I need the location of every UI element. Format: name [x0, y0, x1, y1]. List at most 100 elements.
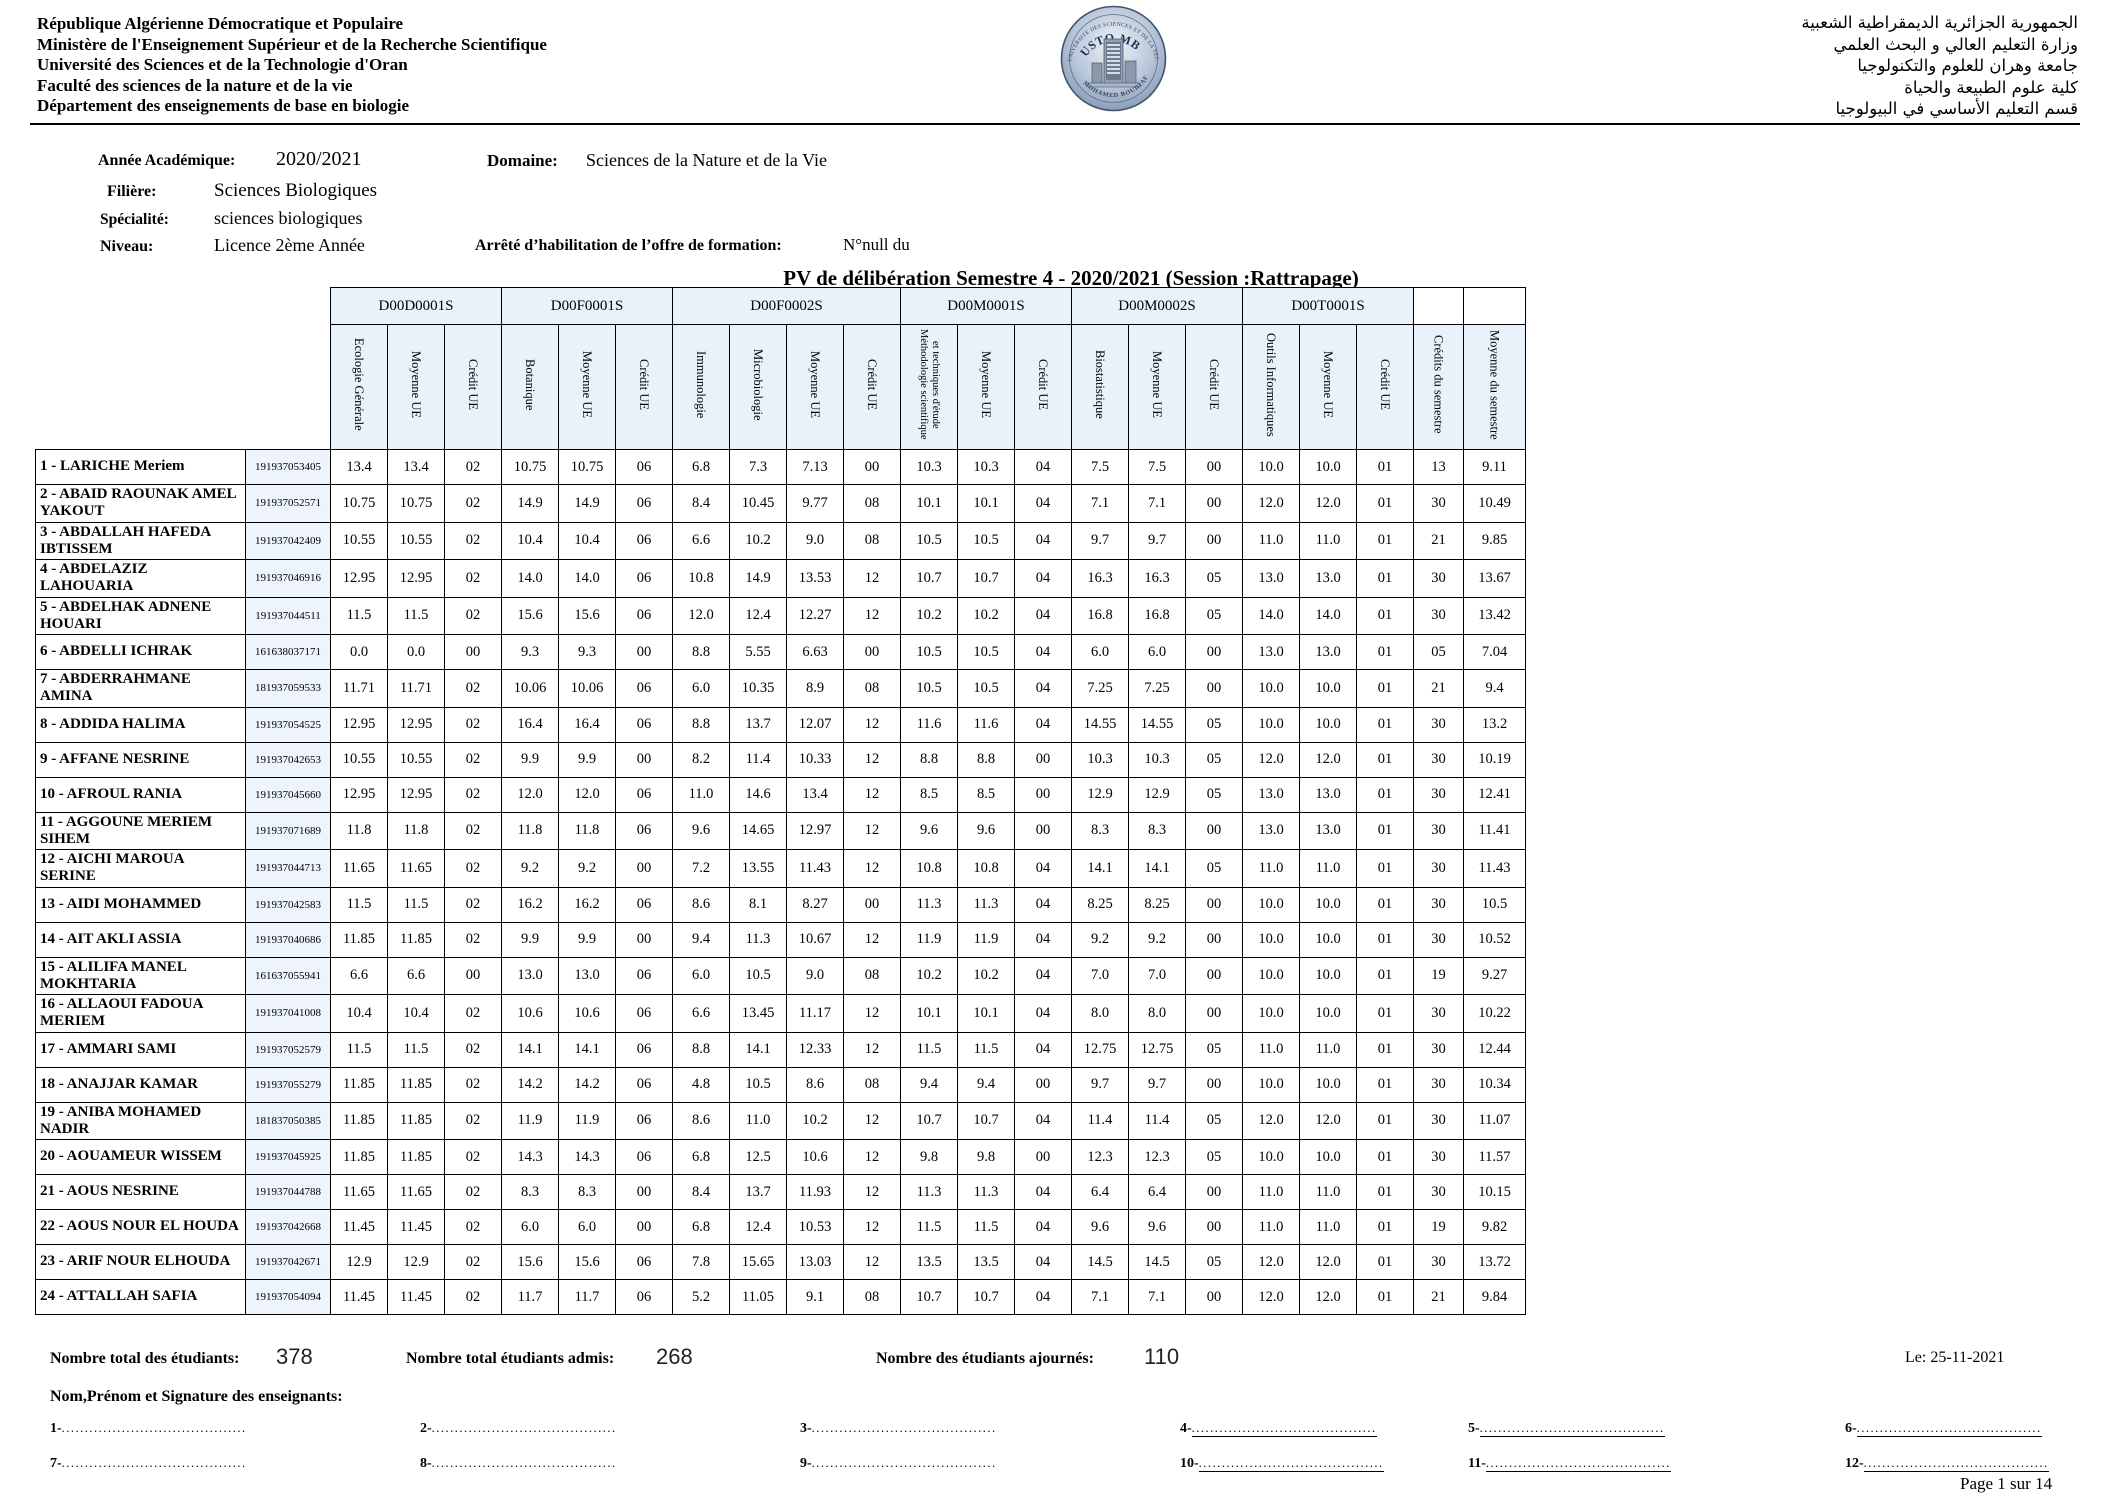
grade-cell: 9.6 [672, 811, 730, 850]
grade-cell: 01 [1356, 669, 1414, 708]
grade-cell: 00 [615, 741, 673, 778]
grade-cell: 11.9 [957, 921, 1015, 958]
ue-group-row: D00D0001S D00F0001S D00F0002S D00M0001S D00M… [35, 287, 1526, 450]
grade-cell: 10.8 [900, 849, 958, 888]
ue-group-header [1463, 287, 1526, 325]
grade-cell: 00 [1014, 1139, 1072, 1175]
grade-cell: 14.6 [729, 776, 787, 813]
grade-cell: 01 [1356, 634, 1414, 670]
institution-line-ar: قسم التعليم الأساسي في البيولوجيا [1835, 99, 2078, 118]
grade-cell: 16.4 [501, 706, 559, 743]
column-header: Ecologie Générale [330, 324, 388, 450]
grade-cell: 12.75 [1071, 1031, 1129, 1068]
grade-cell: 04 [1014, 1174, 1072, 1210]
grade-cell: 05 [1185, 1244, 1243, 1280]
header-divider [30, 123, 2080, 125]
grade-cell: 00 [1185, 921, 1243, 958]
grade-cell: 10.0 [1242, 886, 1300, 923]
grade-cell: 8.2 [672, 741, 730, 778]
column-header: Méthodologie scientifique et techniques … [900, 324, 958, 450]
signature-dots: ........................................ [1863, 1456, 2049, 1472]
grade-cell: 04 [1014, 921, 1072, 958]
grade-cell: 12.33 [786, 1031, 844, 1068]
grade-cell: 11.7 [558, 1279, 616, 1315]
student-row: 3 - ABDALLAH HAFEDA IBTISSEM 191937042409… [35, 521, 1526, 560]
grade-cell: 02 [444, 1031, 502, 1068]
grade-cell: 8.8 [672, 706, 730, 743]
signature-line: 11-.....................................… [1468, 1456, 1671, 1472]
grade-cell: 00 [1014, 1066, 1072, 1103]
column-header: Moyenne UE [387, 324, 445, 450]
grade-cell: 13.0 [1299, 811, 1357, 850]
student-id: 191937045660 [245, 776, 331, 813]
grade-cell: 11.57 [1463, 1139, 1526, 1175]
specialite-label: Spécialité: [100, 211, 169, 228]
grade-cell: 14.55 [1128, 706, 1186, 743]
student-name: 16 - ALLAOUI FADOUA MERIEM [35, 994, 246, 1033]
student-name: 2 - ABAID RAOUNAK AMEL YAKOUT [35, 484, 246, 523]
grades-table: D00D0001S D00F0001S D00F0002S D00M0001S D00M… [35, 287, 1526, 1315]
grade-cell: 9.1 [786, 1279, 844, 1315]
grade-cell: 10.35 [729, 669, 787, 708]
grade-cell: 12.95 [387, 706, 445, 743]
grade-cell: 11.0 [1242, 849, 1300, 888]
grade-cell: 06 [615, 811, 673, 850]
column-header-label: Crédit UE [1207, 358, 1221, 411]
column-header-label: Botanique [523, 358, 537, 411]
university-logo: UNIVERSITE DES SCIENCES ET DE LA TECHNOL… [1058, 1, 1167, 112]
student-name: 24 - ATTALLAH SAFIA [35, 1279, 246, 1315]
student-row: 19 - ANIBA MOHAMED NADIR 181837050385 11.8… [35, 1101, 1526, 1140]
grade-cell: 10.55 [387, 741, 445, 778]
grade-cell: 10.4 [558, 521, 616, 560]
grade-cell: 12 [843, 559, 901, 598]
grade-cell: 14.1 [558, 1031, 616, 1068]
grade-cell: 00 [1014, 811, 1072, 850]
signature-dots: ........................................ [1485, 1456, 1671, 1472]
grade-cell: 14.3 [501, 1139, 559, 1175]
grade-cell: 10.0 [1299, 669, 1357, 708]
niveau-value: Licence 2ème Année [214, 235, 365, 255]
student-id: 191937044511 [245, 596, 331, 635]
signature-line: 5-......................................… [1468, 1421, 1665, 1437]
student-row: 1 - LARICHE Meriem 191937053405 13.4 13.4 02… [35, 449, 1526, 485]
grade-cell: 9.3 [558, 634, 616, 670]
grade-cell: 12.95 [387, 559, 445, 598]
grade-cell: 6.4 [1071, 1174, 1129, 1210]
ue-group-header: D00T0001S [1242, 287, 1414, 325]
grade-cell: 9.8 [900, 1139, 958, 1175]
filiere-value: Sciences Biologiques [214, 180, 378, 201]
grade-cell: 14.1 [729, 1031, 787, 1068]
grade-cell: 11.5 [330, 1031, 388, 1068]
grade-cell: 02 [444, 776, 502, 813]
grade-cell: 01 [1356, 1101, 1414, 1140]
grade-cell: 10.75 [558, 449, 616, 485]
institution-line-fr: République Algérienne Démocratique et Po… [37, 14, 404, 33]
grade-cell: 10.7 [900, 1101, 958, 1140]
grade-cell: 7.1 [1071, 484, 1129, 523]
grade-cell: 12 [843, 1031, 901, 1068]
grade-cell: 11.8 [330, 811, 388, 850]
grade-cell: 19 [1413, 956, 1464, 995]
grade-cell: 10.1 [900, 994, 958, 1033]
grade-cell: 8.25 [1071, 886, 1129, 923]
grade-cell: 30 [1413, 559, 1464, 598]
ue-group-header: D00F0002S [672, 287, 901, 325]
institution-line-ar: جامعة وهران للعلوم والتكنولوجيا [1857, 56, 2078, 75]
student-id: 191937042583 [245, 886, 331, 923]
grade-cell: 11.5 [957, 1209, 1015, 1245]
grade-cell: 11.5 [957, 1031, 1015, 1068]
grade-cell: 12.0 [1299, 484, 1357, 523]
grade-cell: 01 [1356, 849, 1414, 888]
grade-cell: 10.6 [786, 1139, 844, 1175]
grade-cell: 05 [1185, 1139, 1243, 1175]
grade-cell: 30 [1413, 849, 1464, 888]
grade-cell: 8.8 [900, 741, 958, 778]
institution-line-ar: الجمهورية الجزائرية الديمقراطية الشعبية [1801, 13, 2078, 32]
grade-cell: 9.6 [1128, 1209, 1186, 1245]
grade-cell: 10.33 [786, 741, 844, 778]
grade-cell: 10.45 [729, 484, 787, 523]
grade-cell: 16.4 [558, 706, 616, 743]
grade-cell: 10.55 [330, 521, 388, 560]
grade-cell: 6.0 [558, 1209, 616, 1245]
